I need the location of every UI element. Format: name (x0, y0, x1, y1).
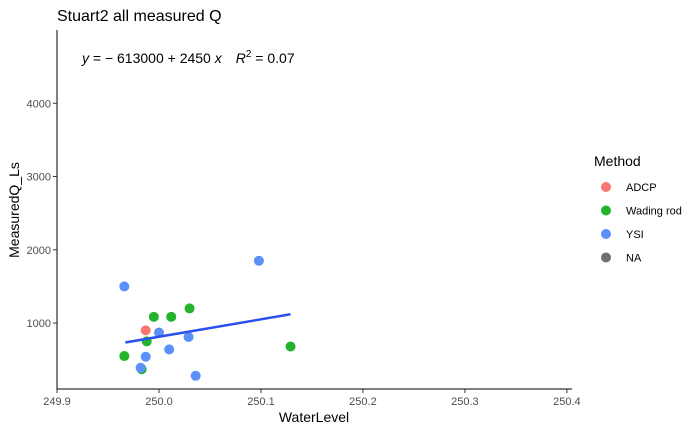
x-tick-label: 250.3 (451, 396, 479, 408)
equation-r-symbol: R (236, 50, 246, 66)
data-point (135, 362, 146, 373)
trend-line (125, 313, 291, 344)
plot-marks (119, 255, 296, 381)
legend-key (601, 182, 611, 192)
x-tick-label: 250.1 (247, 396, 275, 408)
equation-y-symbol: y (81, 50, 90, 66)
x-tick-label: 250.4 (553, 396, 581, 408)
x-tick-label: 250.0 (145, 396, 173, 408)
equation-x-symbol: x (214, 50, 223, 66)
chart-title: Stuart2 all measured Q (57, 8, 222, 25)
y-tick-label: 4000 (27, 98, 51, 110)
y-tick-label: 3000 (27, 172, 51, 184)
x-axis-title: WaterLevel (279, 409, 349, 425)
data-point (285, 341, 296, 352)
legend-key (601, 229, 611, 239)
data-point (166, 311, 177, 322)
data-point (164, 344, 175, 355)
data-point (140, 351, 151, 362)
data-point (119, 351, 130, 362)
equation-r-superscript: 2 (246, 49, 252, 60)
regression-equation: y = − 613000 + 2450 x R2 = 0.07 (81, 49, 295, 66)
legend-key (601, 252, 611, 263)
legend: Method ADCP Wading rod YSI NA (594, 153, 682, 265)
legend-title: Method (594, 153, 641, 169)
y-tick-label: 2000 (27, 245, 51, 257)
data-point (253, 255, 264, 266)
data-point (190, 370, 201, 381)
axes: 249.9 250.0 250.1 250.2 250.3 250.4 1000 2000 30… (27, 30, 581, 408)
equation-coefficients: = − 613000 + 2450 (89, 50, 215, 66)
x-tick-label: 250.2 (349, 396, 377, 408)
legend-label: YSI (626, 229, 644, 241)
legend-label: ADCP (626, 182, 657, 194)
data-point (183, 331, 194, 342)
legend-label: Wading rod (626, 206, 682, 218)
legend-label: NA (626, 253, 642, 265)
equation-r-squared-value: = 0.07 (251, 50, 294, 66)
legend-key (601, 205, 611, 216)
y-tick-label: 1000 (27, 318, 51, 330)
data-point (140, 325, 151, 336)
y-axis-title: MeasuredQ_Ls (6, 162, 22, 258)
data-point (148, 311, 159, 322)
data-point (119, 281, 130, 292)
data-point (184, 303, 195, 314)
x-tick-label: 249.9 (43, 396, 71, 408)
